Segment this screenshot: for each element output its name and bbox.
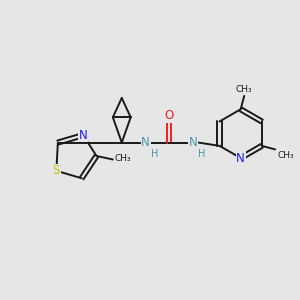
Text: CH₃: CH₃ bbox=[236, 85, 253, 94]
Text: H: H bbox=[198, 149, 206, 159]
Text: N: N bbox=[236, 152, 245, 164]
Text: CH₃: CH₃ bbox=[115, 154, 131, 164]
Text: CH₃: CH₃ bbox=[278, 151, 294, 160]
Text: N: N bbox=[189, 136, 197, 149]
Text: H: H bbox=[151, 149, 158, 159]
Text: N: N bbox=[141, 136, 150, 149]
Text: S: S bbox=[53, 164, 60, 177]
Text: N: N bbox=[79, 129, 88, 142]
Text: O: O bbox=[165, 109, 174, 122]
